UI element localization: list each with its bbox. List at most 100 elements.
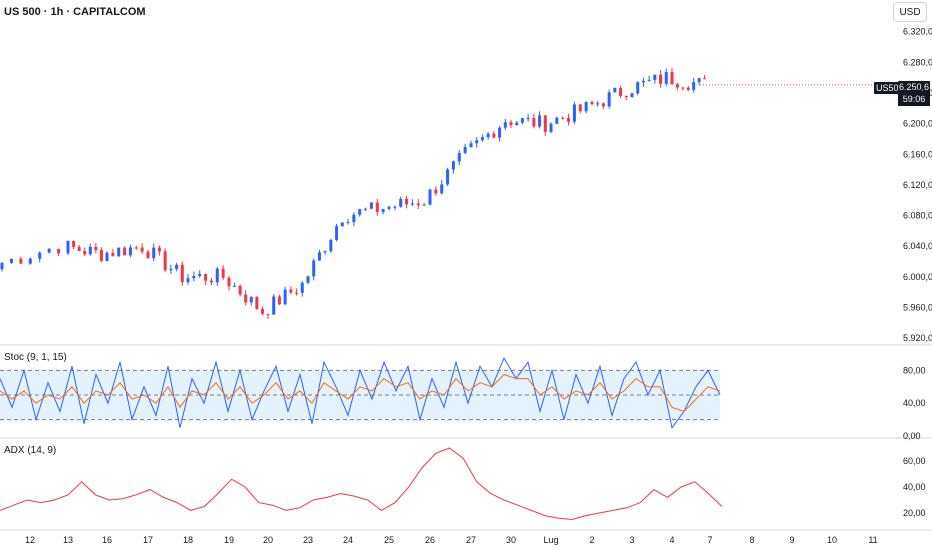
candle [306,275,310,285]
candle [590,100,594,106]
candle [509,119,513,128]
candle [607,89,611,109]
x-tick-label: 2 [589,535,594,545]
candle [335,223,339,242]
candle [619,85,623,98]
candle [272,294,276,315]
candle [463,143,467,155]
candle [352,212,356,227]
candle [221,265,225,281]
candle [215,266,219,286]
adx-label[interactable]: ADX (14, 9) [4,445,57,456]
candle [451,160,455,174]
candle [675,82,679,91]
price-tick-label: 6.000,0 [903,272,932,282]
candle [630,92,634,98]
candle [613,87,617,93]
candle [163,248,167,273]
candle [209,278,213,286]
x-tick-label: 13 [63,535,73,545]
adx-line [0,447,723,521]
x-tick-label: 18 [183,535,193,545]
candle [180,261,184,286]
candle [128,244,132,258]
candle [475,136,479,148]
candle [405,196,409,209]
candle [641,77,645,87]
currency-button[interactable]: USD [893,2,927,22]
price-tick-label: 6.320,0 [903,27,932,37]
candle [428,188,432,206]
candle [227,275,231,291]
price-tick-label: 6.200,0 [903,119,932,129]
candle [422,202,426,206]
x-tick-label: 7 [707,535,712,545]
candle [410,199,414,207]
candle [601,102,605,110]
candle [686,86,690,92]
stoch-tick-label: 40,00 [903,398,926,408]
x-tick-label: 10 [827,535,837,545]
candle [47,248,51,254]
candle [329,238,333,254]
candle [416,199,420,210]
candle [469,140,473,148]
candle [57,248,61,257]
adx-tick-label: 40,00 [903,482,926,492]
candle [88,243,92,256]
candle [681,87,685,91]
candle [38,251,42,263]
candle [134,245,138,251]
candle [260,306,264,316]
candle [584,101,588,114]
candle [83,247,87,257]
candle [323,250,327,255]
candle [169,264,173,275]
x-tick-label: 20 [263,535,273,545]
x-tick-label: 19 [224,535,234,545]
x-tick-label: Lug [543,535,558,545]
candle [399,196,403,208]
candle [312,258,316,281]
x-tick-label: 3 [629,535,634,545]
x-tick-label: 9 [789,535,794,545]
candle [277,294,281,306]
candle [532,113,536,129]
candle [567,113,571,126]
candle [664,68,668,87]
candle [105,251,109,262]
candle [66,240,70,256]
candle [346,218,350,225]
candle [249,296,253,306]
candle [375,199,379,216]
price-tick-label: 6.280,0 [903,57,932,67]
candle [503,118,507,131]
candle [0,262,4,272]
stoch-tick-label: 80,00 [903,365,926,375]
candle [692,77,696,93]
candle [140,243,144,255]
adx-tick-label: 20,00 [903,508,926,518]
candle [111,248,115,257]
price-tick-label: 6.120,0 [903,180,932,190]
x-tick-label: 17 [143,535,153,545]
candle [238,284,242,297]
candle [369,202,373,210]
price-tick-label: 6.160,0 [903,149,932,159]
last-price-tag: US500 6.250,6 59:06 [874,80,930,114]
x-tick-label: 11 [868,535,877,545]
candle [99,247,103,263]
candle [561,116,565,120]
candle [526,113,530,122]
candle [387,205,391,211]
candle [266,313,270,320]
adx-tick-label: 60,00 [903,456,926,466]
candle [653,74,657,84]
candle [578,104,582,114]
stoch-label[interactable]: Stoc (9, 1, 15) [4,352,67,363]
price-tick-label: 5.920,0 [903,333,932,343]
candle [244,289,248,306]
price-tick-label: 6.040,0 [903,241,932,251]
price-tick-label: 5.960,0 [903,303,932,313]
